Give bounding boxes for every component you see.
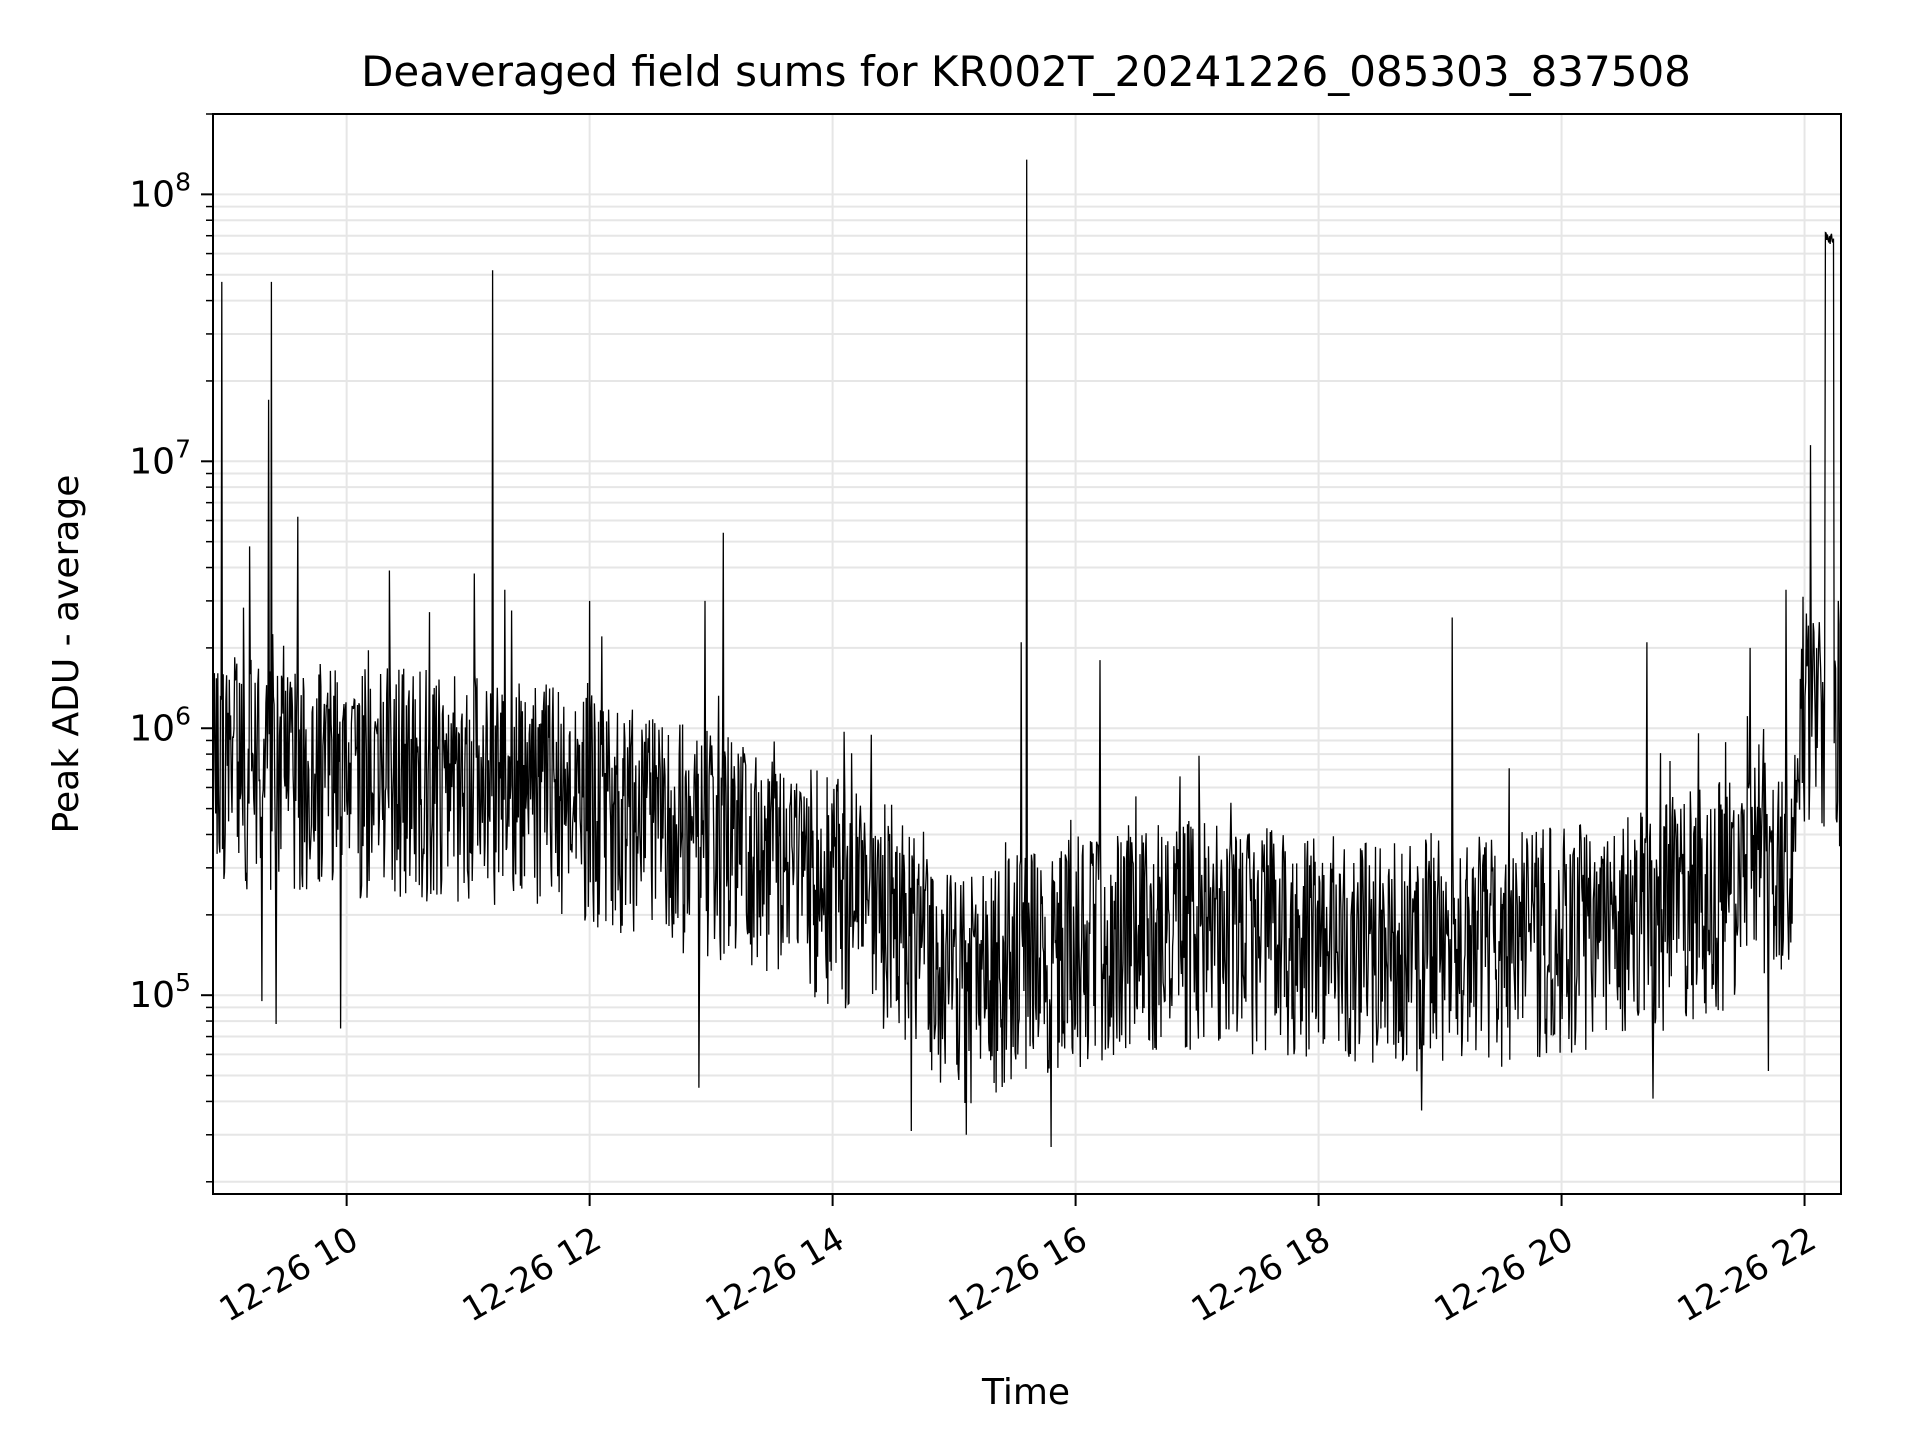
series-line-peak-adu — [213, 159, 1841, 1148]
chart-title: Deaveraged field sums for KR002T_2024122… — [361, 47, 1691, 96]
y-tick-base: 10 — [129, 708, 175, 749]
y-tick-base: 10 — [129, 441, 175, 482]
y-tick-label: 105 — [129, 968, 191, 1016]
y-tick-exponent: 7 — [175, 434, 191, 463]
y-tick-base: 10 — [129, 174, 175, 215]
y-tick-exponent: 8 — [175, 167, 191, 196]
series-group — [213, 159, 1841, 1148]
y-tick-base: 10 — [129, 975, 175, 1016]
plot-frame — [212, 113, 1842, 1195]
y-tick-exponent: 5 — [175, 968, 191, 997]
x-axis-label: Time — [981, 1372, 1070, 1413]
y-tick-label: 107 — [129, 434, 191, 482]
y-tick-label: 106 — [129, 701, 191, 749]
y-tick-label: 108 — [129, 167, 191, 215]
y-tick-exponent: 6 — [175, 701, 191, 730]
y-axis-label: Peak ADU - average — [46, 475, 87, 834]
